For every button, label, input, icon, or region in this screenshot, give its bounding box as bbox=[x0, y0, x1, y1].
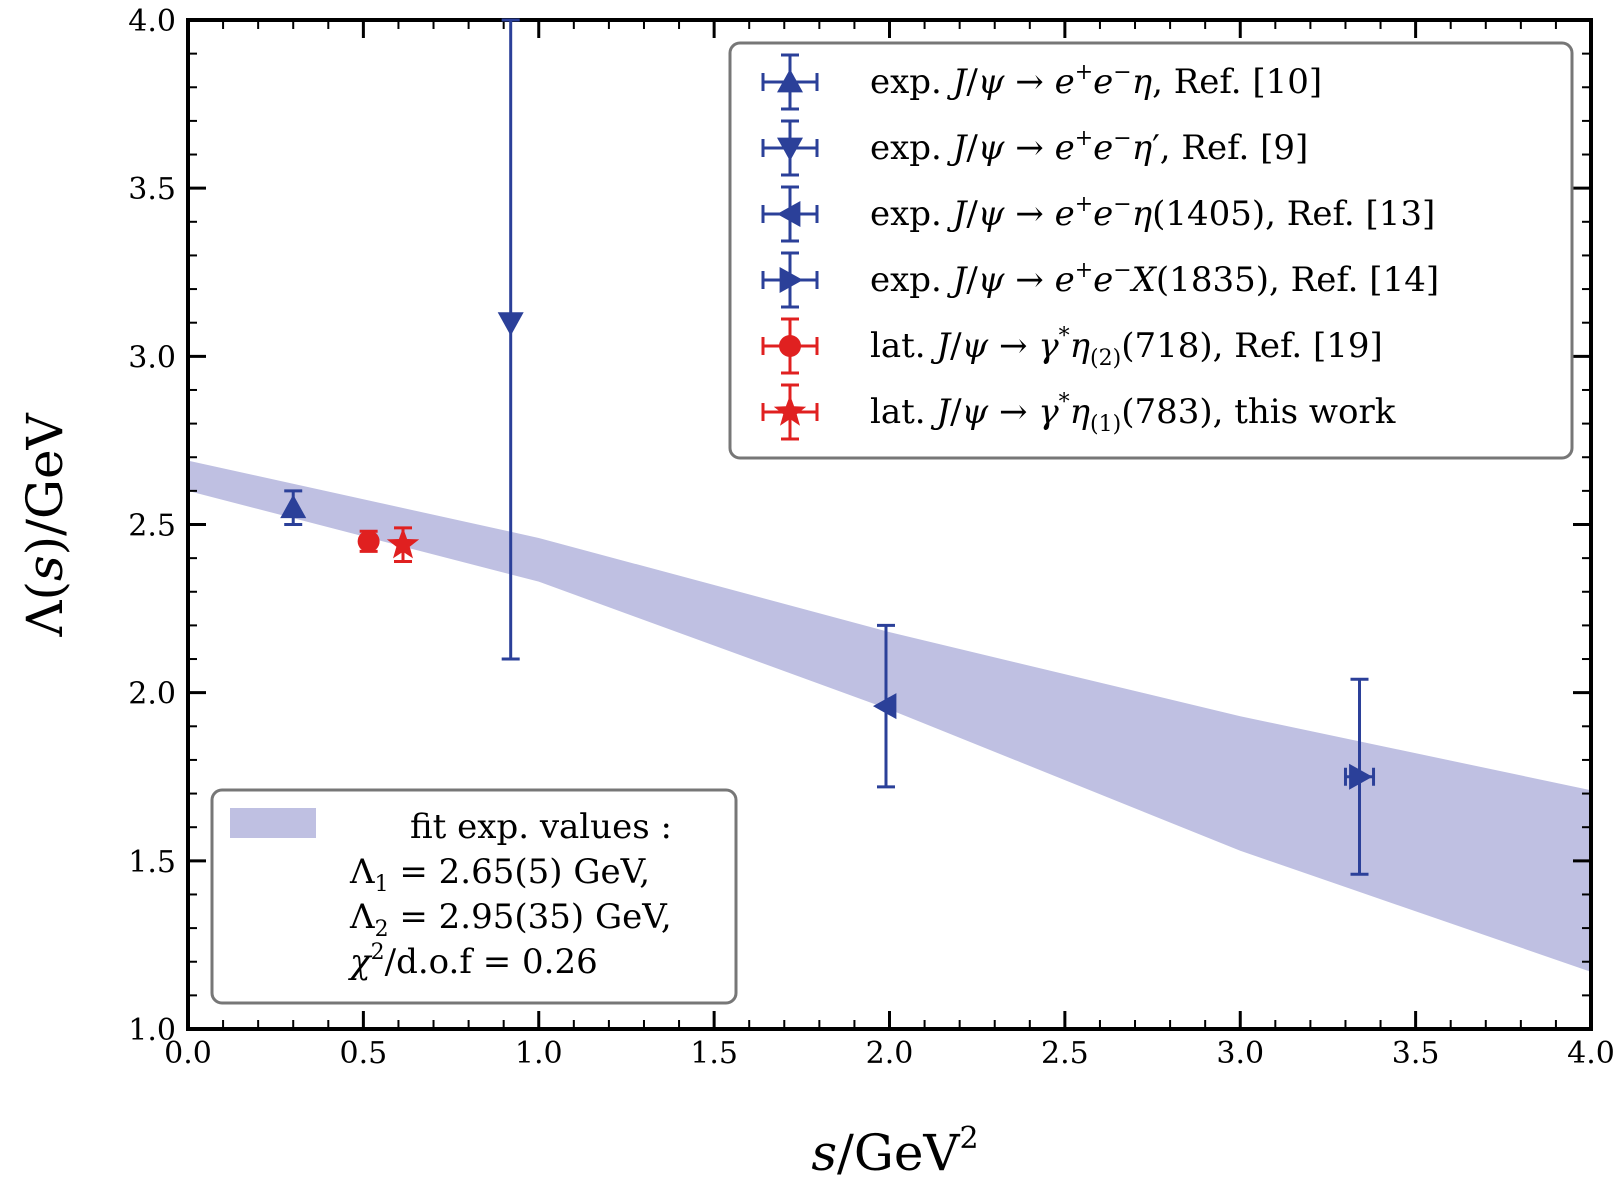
legend-symbol-2 bbox=[777, 137, 803, 161]
x-tick-label: 0.0 bbox=[164, 1036, 212, 1071]
legend-label-2: exp. J/ψ → e+e−η′, Ref. [9] bbox=[870, 126, 1308, 168]
y-tick-label: 1.0 bbox=[128, 1013, 176, 1048]
fit-legend-box bbox=[210, 788, 738, 1005]
fit-band bbox=[188, 460, 1591, 972]
legend-label-6: lat. J/ψ → γ*η(1)(783), this work bbox=[870, 390, 1396, 437]
y-axis-title: Λ(s)/GeV bbox=[16, 412, 74, 637]
fit-lambda2: Λ2 = 2.95(35) GeV, bbox=[349, 897, 672, 942]
x-tick-label: 2.5 bbox=[1041, 1036, 1089, 1071]
x-tick-label: 1.5 bbox=[690, 1036, 738, 1071]
y-tick-label: 3.5 bbox=[128, 172, 176, 207]
legend-symbol-6 bbox=[773, 395, 807, 426]
legend-marker-2 bbox=[761, 119, 819, 177]
error-bar bbox=[501, 18, 520, 661]
legend-marker-3 bbox=[761, 185, 819, 243]
y-tick-labels: 1.0 1.5 2.0 2.5 3.0 3.5 4.0 bbox=[128, 4, 176, 1048]
x-tick-label: 0.5 bbox=[340, 1036, 388, 1071]
legend-symbol-5 bbox=[779, 335, 801, 357]
x-tick-label: 3.5 bbox=[1392, 1036, 1440, 1071]
y-tick-label: 3.0 bbox=[128, 340, 176, 375]
legend-marker-1 bbox=[761, 53, 819, 111]
x-tick-label: 2.0 bbox=[866, 1036, 914, 1071]
legend-label-5: lat. J/ψ → γ*η(2)(718), Ref. [19] bbox=[870, 324, 1383, 371]
x-tick-labels: 0.0 0.5 1.0 1.5 2.0 2.5 3.0 3.5 4.0 bbox=[164, 1036, 1615, 1071]
axis-ticks bbox=[186, 18, 1593, 1031]
y-tick-label: 4.0 bbox=[128, 4, 176, 39]
legend-label-3: exp. J/ψ → e+e−η(1405), Ref. [13] bbox=[870, 192, 1435, 234]
legend: exp. J/ψ → e+e−η, Ref. [10] exp. J/ψ → e… bbox=[728, 41, 1574, 460]
legend-symbol-4 bbox=[779, 267, 803, 293]
legend-marker-6 bbox=[761, 383, 819, 441]
legend-symbol-1 bbox=[777, 69, 803, 93]
legend-label-1: exp. J/ψ → e+e−η, Ref. [10] bbox=[870, 60, 1322, 102]
legend-box bbox=[728, 41, 1574, 460]
data-point-series-5 bbox=[357, 530, 380, 553]
data-point-series-1 bbox=[280, 494, 307, 519]
x-axis-title: s/GeV2 bbox=[811, 1121, 978, 1182]
fit-legend: fit exp. values : Λ1 = 2.65(5) GeV, Λ2 =… bbox=[210, 788, 738, 1005]
data-point-series-3 bbox=[872, 693, 897, 720]
y-tick-label: 1.5 bbox=[128, 845, 176, 880]
legend-symbol-3 bbox=[777, 201, 801, 227]
x-tick-label: 1.0 bbox=[515, 1036, 563, 1071]
y-tick-label: 2.5 bbox=[128, 509, 176, 544]
data-point-series-6 bbox=[386, 527, 420, 559]
data-points bbox=[280, 18, 1376, 876]
x-tick-label: 3.0 bbox=[1216, 1036, 1264, 1071]
legend-marker-5 bbox=[761, 317, 819, 375]
legend-marker-4 bbox=[761, 251, 819, 309]
x-tick-label: 4.0 bbox=[1567, 1036, 1615, 1071]
fit-legend-swatch bbox=[230, 808, 316, 838]
fit-legend-title: fit exp. values : bbox=[410, 807, 672, 847]
legend-markers bbox=[761, 53, 819, 441]
data-point-series-2 bbox=[497, 312, 524, 336]
data-point-series-4 bbox=[1349, 763, 1373, 790]
fit-lambda1: Λ1 = 2.65(5) GeV, bbox=[349, 852, 650, 897]
fit-chi2: χ2/d.o.f = 0.26 bbox=[348, 940, 598, 982]
y-tick-label: 2.0 bbox=[128, 677, 176, 712]
legend-label-4: exp. J/ψ → e+e−X(1835), Ref. [14] bbox=[870, 258, 1439, 300]
